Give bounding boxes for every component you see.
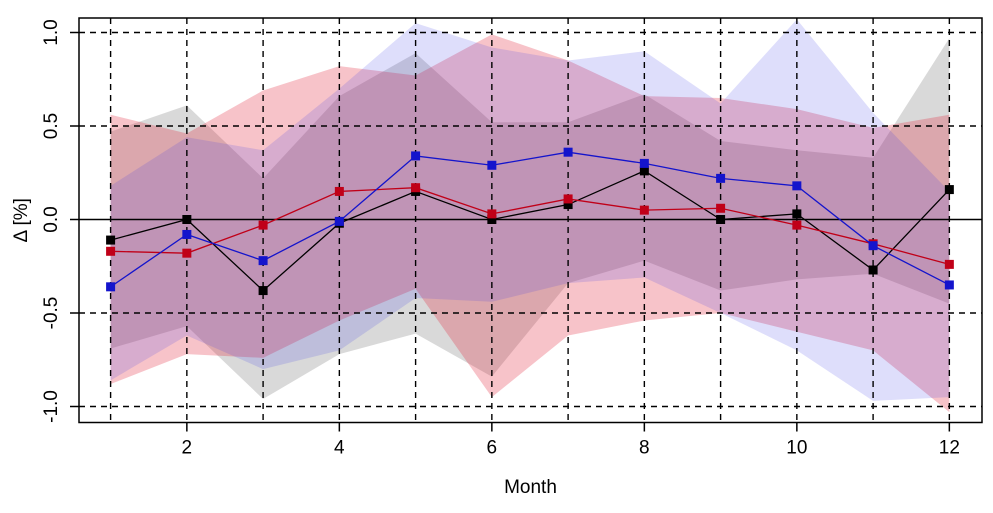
y-tick-label: 0.5 (41, 113, 62, 139)
black-series-marker (563, 200, 573, 210)
x-tick-label: 4 (334, 438, 345, 459)
confidence-bands (110, 19, 950, 413)
black-series-marker (792, 209, 802, 219)
axis-ticks (70, 31, 951, 432)
gray-band (110, 38, 950, 400)
blue-series-line (110, 151, 950, 288)
y-tick-label: 0.0 (41, 206, 62, 232)
blue-series-marker (716, 173, 726, 183)
red-series-marker (792, 220, 802, 230)
blue-series-marker (792, 181, 802, 191)
x-tick-label: 2 (182, 438, 193, 459)
x-axis-title: Month (504, 477, 557, 498)
blue-series-marker (487, 160, 497, 170)
red-series-line (110, 187, 950, 266)
x-tick-label: 12 (939, 438, 960, 459)
black-series-marker (182, 215, 192, 224)
black-series-marker (868, 265, 878, 275)
blue-series-marker (944, 280, 954, 290)
red-series-marker (334, 186, 344, 196)
red-series-marker (487, 209, 497, 219)
black-series-marker (716, 215, 726, 224)
red-series-marker (563, 194, 573, 204)
y-axis-title: Δ [%] (11, 198, 32, 242)
x-tick-label: 6 (487, 438, 498, 459)
red-series-marker (639, 205, 649, 215)
red-series-marker (106, 246, 116, 256)
blue-series-marker (411, 151, 421, 161)
blue-series-marker (563, 147, 573, 157)
red-band (110, 34, 950, 413)
blue-series-marker (106, 282, 116, 292)
x-tick-label: 8 (639, 438, 650, 459)
red-series-marker (944, 259, 954, 269)
black-series-line (110, 170, 950, 292)
y-tick-label: 1.0 (41, 19, 62, 45)
x-tick-label: 10 (786, 438, 807, 459)
black-series-marker (106, 235, 116, 245)
black-series-marker (487, 215, 497, 224)
red-series-marker (411, 183, 421, 193)
blue-series-marker (182, 229, 192, 239)
blue-series-marker (868, 241, 878, 251)
y-tick-label: -1.0 (41, 390, 62, 423)
blue-series-marker (334, 216, 344, 226)
black-series-marker (258, 286, 268, 296)
red-series-marker (258, 220, 268, 230)
red-series-marker (182, 248, 192, 258)
black-series-marker (639, 166, 649, 176)
axis-tick-labels: 2 4 6 8 10 12 -1.0 -0.5 0.0 0.5 1.0 (41, 19, 960, 458)
blue-series-marker (639, 158, 649, 168)
black-series-marker (944, 185, 954, 195)
data-series (106, 147, 954, 296)
y-tick-label: -0.5 (41, 297, 62, 330)
red-series-marker (716, 203, 726, 213)
blue-series-marker (258, 256, 268, 266)
blue-band (110, 19, 950, 401)
